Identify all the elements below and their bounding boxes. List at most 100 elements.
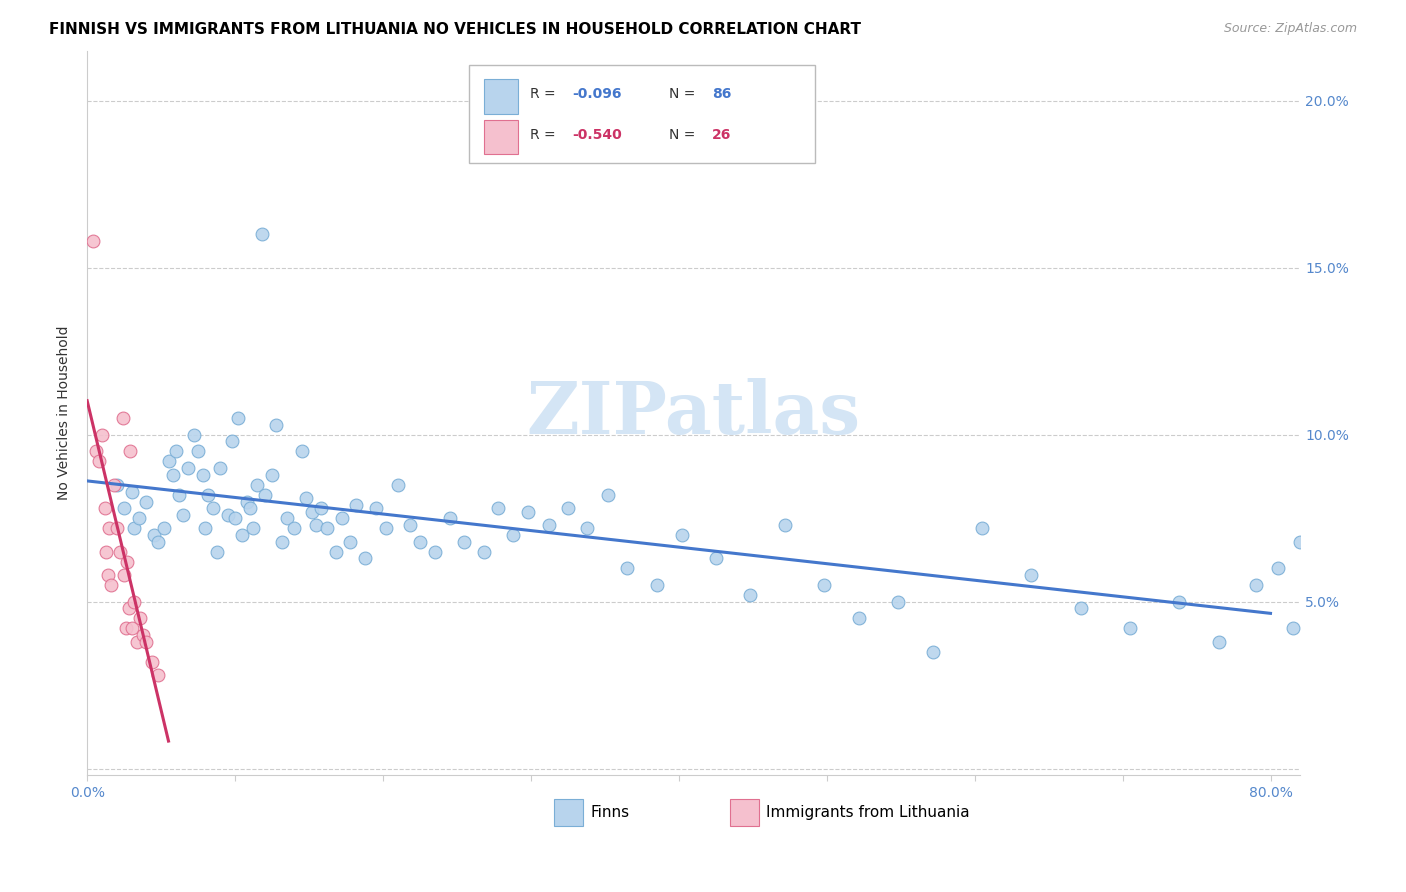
Point xyxy=(91,427,114,442)
Text: Immigrants from Lithuania: Immigrants from Lithuania xyxy=(766,805,970,820)
Point xyxy=(557,501,579,516)
Bar xyxy=(554,798,583,826)
Point xyxy=(364,501,387,516)
Text: -0.540: -0.540 xyxy=(572,128,621,143)
Point xyxy=(87,454,110,468)
Point xyxy=(221,434,243,449)
Point xyxy=(887,595,910,609)
Point xyxy=(217,508,239,522)
Point xyxy=(738,588,761,602)
Point xyxy=(671,528,693,542)
Point xyxy=(197,488,219,502)
Point xyxy=(970,521,993,535)
Text: R =: R = xyxy=(530,87,560,101)
Point xyxy=(439,511,461,525)
Bar xyxy=(484,120,517,154)
Point xyxy=(142,528,165,542)
Point xyxy=(398,517,420,532)
Text: N =: N = xyxy=(669,87,700,101)
Point xyxy=(183,427,205,442)
Point xyxy=(128,511,150,525)
Point xyxy=(239,501,262,516)
Bar xyxy=(484,79,517,114)
Point xyxy=(191,467,214,482)
Point xyxy=(704,551,727,566)
Point xyxy=(537,517,560,532)
Point xyxy=(177,461,200,475)
Text: ZIPatlas: ZIPatlas xyxy=(527,377,860,449)
Point xyxy=(105,478,128,492)
Text: Finns: Finns xyxy=(591,805,630,820)
Y-axis label: No Vehicles in Household: No Vehicles in Household xyxy=(58,326,72,500)
Point xyxy=(94,501,117,516)
Point xyxy=(224,511,246,525)
Point xyxy=(775,517,797,532)
Point xyxy=(576,521,599,535)
Point xyxy=(194,521,217,535)
Point xyxy=(118,444,141,458)
Point xyxy=(616,561,638,575)
Point xyxy=(1244,578,1267,592)
Bar xyxy=(730,798,759,826)
Point xyxy=(112,501,135,516)
Point xyxy=(472,544,495,558)
Text: R =: R = xyxy=(530,128,560,143)
Point xyxy=(96,544,118,558)
Text: Source: ZipAtlas.com: Source: ZipAtlas.com xyxy=(1223,22,1357,36)
Point xyxy=(291,444,314,458)
Point xyxy=(387,478,409,492)
Point xyxy=(1267,561,1289,575)
Point xyxy=(1289,534,1312,549)
Point xyxy=(453,534,475,549)
Point xyxy=(1281,622,1303,636)
Point xyxy=(231,528,253,542)
Point xyxy=(1019,568,1042,582)
Point xyxy=(325,544,347,558)
Point xyxy=(423,544,446,558)
Point xyxy=(271,534,294,549)
Point xyxy=(167,488,190,502)
Point xyxy=(596,488,619,502)
Point xyxy=(276,511,298,525)
Point xyxy=(132,628,155,642)
Point xyxy=(100,578,122,592)
Point xyxy=(226,411,249,425)
Point xyxy=(250,227,273,242)
Point xyxy=(121,484,143,499)
Point xyxy=(153,521,176,535)
Point xyxy=(253,488,276,502)
Point xyxy=(260,467,283,482)
Point xyxy=(111,411,134,425)
Point xyxy=(114,622,136,636)
Bar xyxy=(470,65,815,163)
Point xyxy=(242,521,264,535)
Point xyxy=(375,521,398,535)
Point xyxy=(502,528,524,542)
Text: N =: N = xyxy=(669,128,700,143)
Point xyxy=(135,494,157,508)
Point xyxy=(129,611,152,625)
Point xyxy=(283,521,305,535)
Point xyxy=(339,534,361,549)
Point xyxy=(848,611,870,625)
Point xyxy=(236,494,259,508)
Point xyxy=(344,498,367,512)
Point xyxy=(813,578,835,592)
Point xyxy=(127,635,149,649)
Point xyxy=(162,467,184,482)
Text: 26: 26 xyxy=(711,128,731,143)
Point xyxy=(157,454,180,468)
Point xyxy=(135,635,157,649)
Point xyxy=(295,491,318,506)
Point xyxy=(1119,622,1142,636)
Point xyxy=(301,505,323,519)
Point xyxy=(209,461,232,475)
Point xyxy=(187,444,209,458)
Point xyxy=(124,521,146,535)
Point xyxy=(117,601,139,615)
Point xyxy=(112,568,135,582)
Point xyxy=(409,534,432,549)
Point xyxy=(146,668,169,682)
Point xyxy=(516,505,538,519)
Point xyxy=(1167,595,1189,609)
